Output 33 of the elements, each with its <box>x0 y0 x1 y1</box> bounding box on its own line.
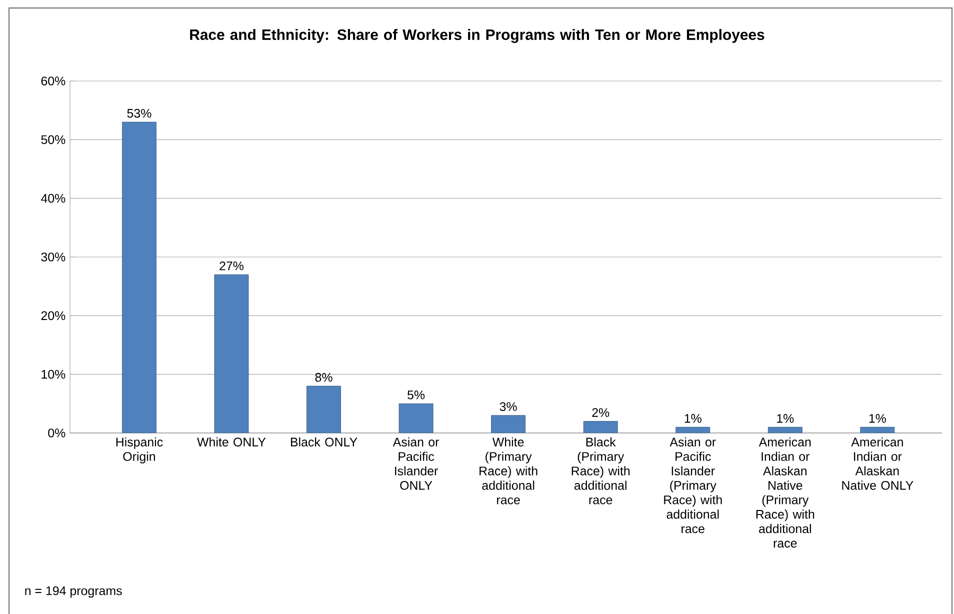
data-label: 5% <box>408 390 425 400</box>
data-label: 1% <box>869 414 886 423</box>
bar <box>584 421 618 433</box>
bar <box>491 415 526 433</box>
bar <box>122 122 156 433</box>
y-tick-label: 0% <box>48 428 66 438</box>
data-label: 27% <box>220 261 244 270</box>
y-tick-label: 10% <box>42 370 66 379</box>
y-tick-label: 20% <box>41 311 66 320</box>
x-tick-label: Black (Primary Race) with additional race <box>572 437 630 504</box>
x-tick-label: Asian or Pacific Islander ONLY <box>392 437 440 490</box>
chart-title: Race and Ethnicity: Share of Workers in Programs with Ten or More Employees <box>190 28 764 43</box>
x-tick-label: Asian or Pacific Islander (Primary Race) with additional race <box>664 437 722 534</box>
data-label: 53% <box>127 108 152 118</box>
data-label: 1% <box>684 414 702 423</box>
bar <box>214 274 249 433</box>
y-tick-label: 60% <box>41 76 66 86</box>
data-label: 8% <box>315 372 332 382</box>
x-tick-label: White (Primary Race) with additional race <box>480 437 538 504</box>
bar <box>306 386 341 433</box>
x-tick-label: American Indian or Alaskan Native ONLY <box>842 437 914 490</box>
y-tick-label: 50% <box>41 135 66 144</box>
x-tick-label: Hispanic Origin <box>116 437 163 464</box>
text: n = 194 programs <box>25 586 122 598</box>
bar <box>398 403 434 433</box>
data-label: 3% <box>500 402 517 412</box>
x-tick-label: White ONLY <box>197 437 266 446</box>
data-label: 1% <box>777 414 794 423</box>
data-label: 2% <box>592 408 610 417</box>
x-tick-label: Black ONLY <box>290 437 358 446</box>
x-tick-label: American Indian or Alaskan Native (Primary Race) with additional race <box>756 437 814 548</box>
y-tick-label: 30% <box>41 252 66 262</box>
y-tick-label: 40% <box>41 194 66 203</box>
